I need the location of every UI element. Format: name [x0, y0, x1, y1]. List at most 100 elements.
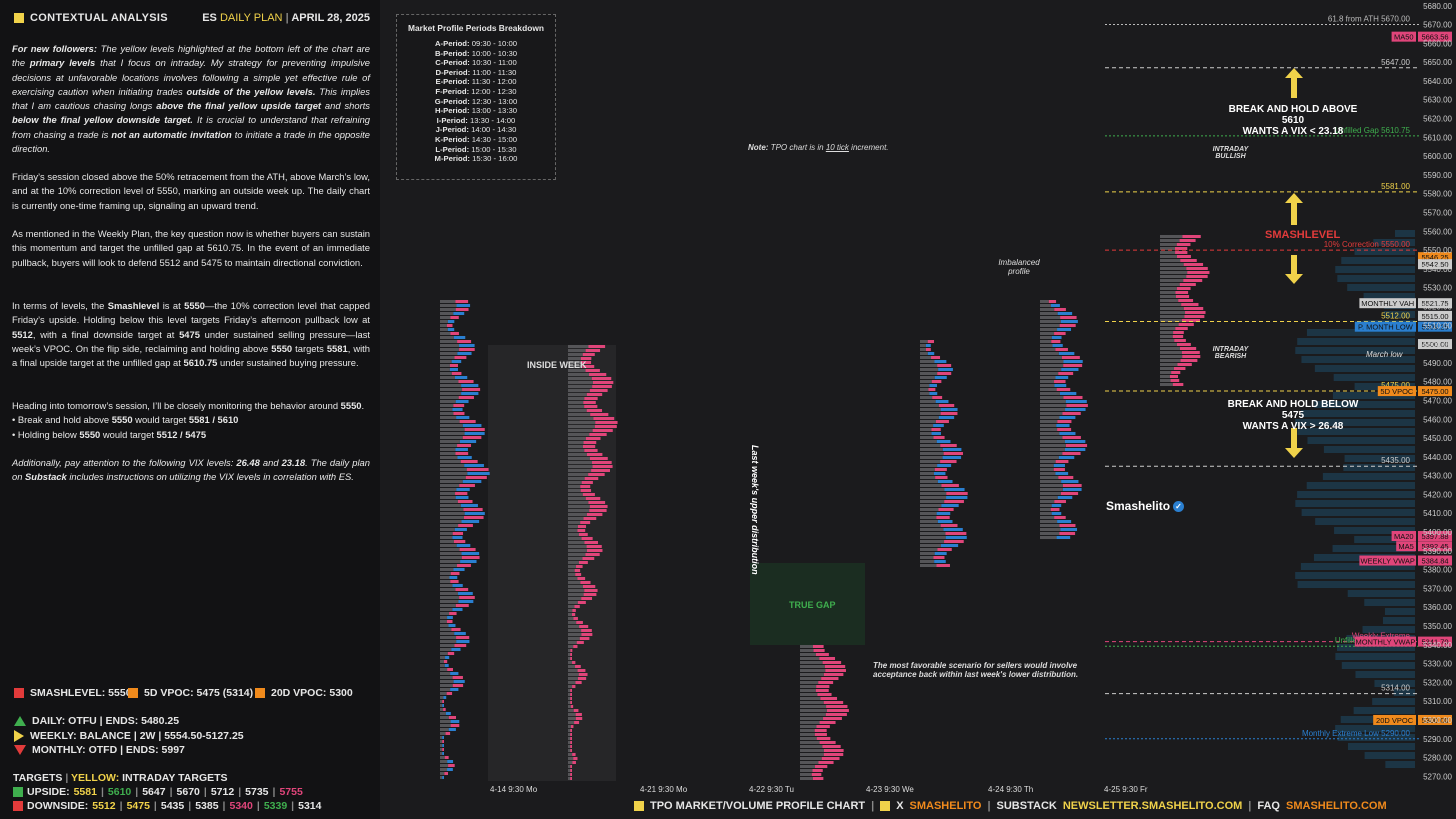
tpo-bar [440, 632, 455, 635]
faq-link[interactable]: SMASHELITO.COM [1286, 800, 1387, 812]
tpo-bar [1040, 500, 1055, 503]
tpo-bar [445, 732, 451, 735]
tpo-bar [453, 336, 466, 339]
tpo-bar [568, 765, 571, 768]
tpo-bar [1062, 484, 1082, 487]
p1-c: that I focus on intraday. My strategy fo… [12, 57, 371, 97]
tpo-bar [442, 744, 444, 747]
y-tick-label: 5510.00 [1423, 321, 1452, 330]
tpo-bar [1040, 484, 1063, 487]
break-below-note: BREAK AND HOLD BELOW 5475 WANTS A VIX > … [1218, 399, 1368, 432]
targets-header: TARGETS | YELLOW: INTRADAY TARGETS [13, 772, 228, 784]
tpo-bar [440, 476, 466, 479]
break-above-2: WANTS A VIX < 23.18 [1242, 126, 1344, 137]
yellow-desc: INTRADAY TARGETS [122, 772, 228, 784]
tpo-bar [452, 408, 463, 411]
tpo-bar [568, 605, 575, 608]
tpo-bar [595, 421, 618, 424]
tpo-bar [440, 732, 446, 735]
tpo-bar [1062, 452, 1081, 455]
tpo-bar [453, 404, 465, 407]
tpo-bar [800, 729, 815, 732]
tpo-bar [440, 336, 454, 339]
tpo-bar [1057, 496, 1073, 499]
tpo-bar [440, 760, 448, 763]
contextual-analysis-panel: CONTEXTUAL ANALYSIS ES DAILY PLAN | APRI… [0, 0, 380, 819]
tpo-bar [455, 604, 469, 607]
tpo-bar [453, 312, 465, 315]
tpo-bar [823, 717, 842, 720]
tpo-bar [1040, 328, 1058, 331]
tpo-bar [463, 508, 483, 511]
plan-date: APRIL 28, 2025 [291, 12, 370, 24]
legend-smashlevel: SMASHLEVEL: 5550 [14, 687, 132, 699]
tpo-bar [1171, 371, 1181, 374]
tpo-bar [568, 465, 593, 468]
tpo-bar [920, 348, 926, 351]
tpo-bar [1175, 247, 1188, 250]
tpo-bar [938, 368, 953, 371]
tpo-bar [568, 609, 573, 612]
tpo-bar [440, 692, 447, 695]
tpo-bar [568, 353, 583, 356]
tpo-bar [440, 744, 443, 747]
substack-link[interactable]: NEWSLETTER.SMASHELITO.COM [1062, 800, 1243, 812]
x-handle-link[interactable]: SMASHELITO [909, 800, 982, 812]
tpo-bar [570, 725, 574, 728]
volume-profile-bar [1315, 518, 1415, 525]
tpo-bar [800, 753, 824, 756]
price-tag-bg [1418, 259, 1452, 270]
tpo-bar [592, 465, 613, 468]
tpo-bar [1059, 532, 1076, 535]
p4-h: 5475 [179, 328, 200, 340]
tpo-bar [440, 408, 453, 411]
y-tick-label: 5390.00 [1423, 547, 1452, 556]
tpo-bar [450, 572, 460, 575]
tpo-bar [440, 640, 457, 643]
tpo-bar [920, 488, 945, 491]
tpo-bar [568, 481, 582, 484]
tpo-bar [593, 417, 615, 420]
tpo-bar [583, 441, 597, 444]
tpo-bar [571, 613, 576, 616]
tpo-bar [440, 544, 457, 547]
price-tag: 5542.50 [1418, 259, 1452, 270]
tpo-bar [462, 480, 482, 483]
tpo-bar [584, 477, 599, 480]
price-tag-bg [1418, 298, 1452, 309]
tpo-bar [463, 516, 484, 519]
p4-l: 5581 [326, 342, 348, 354]
tpo-bar [1182, 319, 1201, 322]
p4-j: 5550 [271, 342, 293, 354]
volume-profile-bar [1363, 293, 1415, 300]
tpo-bar [1057, 420, 1072, 423]
tpo-bar [440, 728, 449, 731]
tpo-bar [943, 528, 963, 531]
true-gap-zone [750, 563, 865, 645]
tpo-bar [1187, 271, 1210, 274]
tpo-bar [580, 489, 592, 492]
tpo-bar [1040, 384, 1055, 387]
volume-profile-bar [1337, 734, 1415, 741]
level-label: 5314.00 [1381, 684, 1410, 693]
price-tag-name: MA50 [1394, 33, 1414, 42]
tpo-bar [1057, 428, 1072, 431]
period-time: 13:30 - 14:00 [467, 115, 516, 125]
tpo-bar [1160, 243, 1177, 246]
volume-profile-bar [1314, 365, 1415, 372]
tpo-bar [572, 761, 576, 764]
downside-target: 5339 [263, 800, 288, 812]
tpo-bar [1160, 271, 1188, 274]
intraday-bearish-label: INTRADAY BEARISH [1212, 346, 1249, 360]
tpo-bar [800, 741, 820, 744]
legend-daily: DAILY: OTFU | ENDS: 5480.25 [14, 715, 179, 727]
tpo-bar [447, 760, 454, 763]
tpo-bar [568, 593, 584, 596]
price-tag-value: 5663.56 [1421, 33, 1448, 42]
tpo-bar [1181, 303, 1199, 306]
footer-bar: TPO MARKET/VOLUME PROFILE CHART | X SMAS… [634, 800, 1387, 812]
tpo-bar [1160, 299, 1179, 302]
legend-weekly: WEEKLY: BALANCE | 2W | 5554.50-5127.25 [14, 730, 244, 742]
tpo-bar [1160, 331, 1174, 334]
tpo-bar [568, 581, 581, 584]
